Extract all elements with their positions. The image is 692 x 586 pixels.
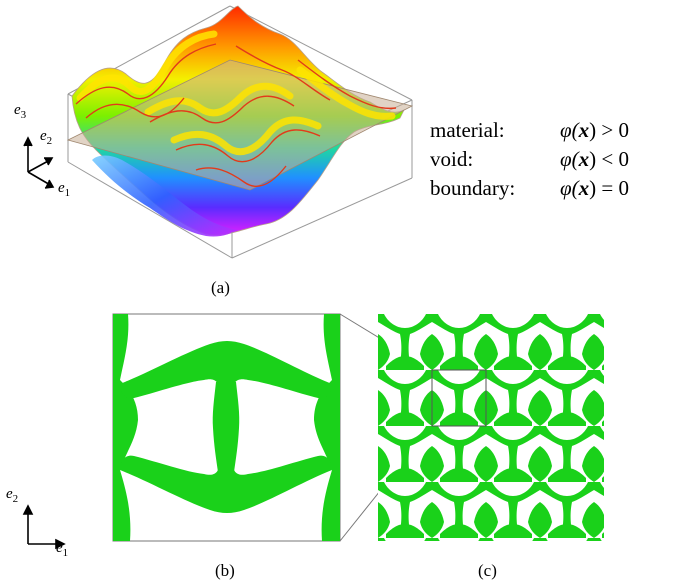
material-center-column	[212, 382, 240, 472]
axis-label-e2-a: e2	[40, 128, 53, 147]
void-region	[92, 155, 238, 237]
highlighted-unit-cell	[431, 369, 487, 427]
legend-expr-void: φ(x) < 0	[560, 147, 629, 171]
caption-a: (a)	[211, 278, 230, 297]
contour-lines	[75, 43, 397, 187]
axis-label-e1-b: e1	[56, 540, 69, 559]
caption-c: (c)	[478, 561, 497, 580]
surface-ridges	[76, 30, 396, 156]
axis-label-e3: e3	[14, 102, 27, 121]
legend-label-material: material:	[430, 118, 505, 142]
legend-label-void: void:	[430, 147, 474, 171]
material-right-bar	[314, 314, 340, 541]
legend-row-boundary: boundary:	[430, 176, 515, 201]
lattice-tiles	[378, 314, 604, 541]
panel-b-unit-cell	[22, 313, 341, 550]
legend-expr-boundary: φ(x) = 0	[560, 176, 629, 200]
legend-row-void: void:	[430, 147, 473, 172]
legend-expr-material: φ(x) > 0	[560, 118, 629, 142]
caption-b: (b)	[215, 561, 235, 580]
axis-triad-b	[22, 504, 66, 550]
panel-c-lattice	[378, 314, 604, 541]
material-bottom-wings	[120, 455, 332, 513]
legend-row-material: material:	[430, 118, 505, 143]
material-top-wings	[120, 341, 332, 399]
axis-triad-a	[23, 136, 55, 189]
axis-label-e2-b: e2	[6, 486, 19, 505]
legend-label-boundary: boundary:	[430, 176, 516, 200]
axis-label-e1-a: e1	[58, 180, 71, 199]
material-left-bar	[113, 314, 138, 541]
panel-a-level-set-plot	[23, 5, 414, 259]
